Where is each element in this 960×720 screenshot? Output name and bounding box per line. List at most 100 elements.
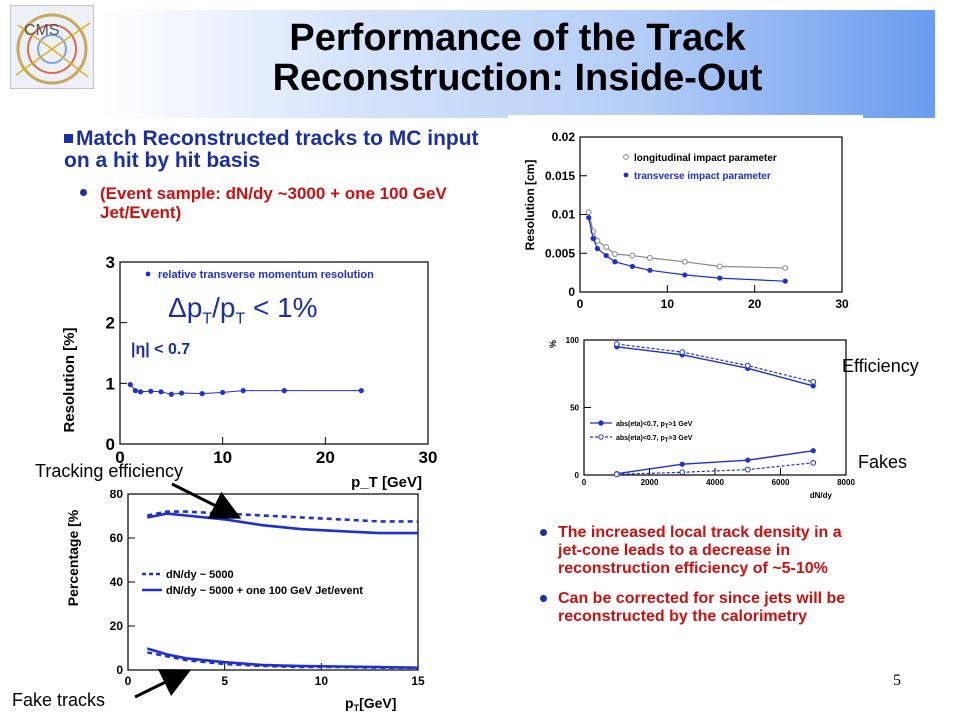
cms-logo-icon: CMS bbox=[10, 5, 94, 89]
data-point bbox=[158, 389, 164, 395]
efficiency-chart: 0 2000 4000 6000 8000 0 50 100 abs(eta)<0.7, pT>… bbox=[540, 330, 860, 500]
y-tick-label: 0 bbox=[116, 663, 123, 677]
y-tick-label: 0.01 bbox=[552, 208, 576, 222]
y-tick-label: 0.02 bbox=[552, 130, 576, 144]
data-point bbox=[647, 267, 653, 273]
bullet-dot-icon bbox=[80, 189, 87, 196]
y-axis-label: Resolution [%] bbox=[61, 328, 78, 433]
data-point bbox=[220, 389, 226, 396]
y-axis-label: Resolution [cm] bbox=[523, 160, 537, 251]
bullet-dot-icon bbox=[540, 595, 547, 602]
data-point bbox=[594, 246, 601, 252]
y-axis-label: Percentage [% bbox=[65, 509, 81, 606]
data-point bbox=[127, 381, 133, 388]
title-line-1: Performance of the Track bbox=[289, 17, 746, 59]
legend-tail: >3 GeV bbox=[669, 435, 693, 442]
x-tick-label: 5 bbox=[221, 674, 228, 688]
efficiency-label: Efficiency bbox=[842, 356, 919, 376]
data-point bbox=[744, 466, 751, 473]
legend-marker bbox=[145, 271, 151, 277]
data-point bbox=[137, 389, 144, 395]
x-tick-label: 10 bbox=[213, 448, 232, 467]
data-point bbox=[132, 388, 138, 394]
x-tick-label: 10 bbox=[661, 297, 675, 310]
y-tick-label: 1 bbox=[106, 374, 115, 393]
data-point bbox=[586, 215, 592, 221]
data-point bbox=[810, 459, 817, 466]
sub-bullet-text: (Event sample: dN/dy ~3000 + one 100 GeV… bbox=[100, 184, 447, 222]
data-point bbox=[179, 390, 185, 396]
note-text: Can be corrected for since jets will be … bbox=[558, 590, 846, 625]
efficiency-dashed-line bbox=[147, 510, 418, 523]
eta-annotation: |η| < 0.7 bbox=[131, 341, 191, 358]
x-tick-label: 30 bbox=[419, 448, 438, 467]
x-tick-label: 20 bbox=[316, 448, 335, 467]
data-point bbox=[199, 391, 205, 397]
data-point bbox=[810, 383, 816, 389]
x-axis-label: p_T [GeV] bbox=[351, 474, 422, 491]
data-point bbox=[744, 362, 751, 369]
legend-marker bbox=[598, 434, 604, 440]
legend-marker bbox=[623, 172, 629, 178]
plot-frame bbox=[119, 261, 429, 445]
y-tick-label: 60 bbox=[110, 531, 124, 545]
x-axis-tail: [GeV] bbox=[359, 695, 396, 711]
y-tick-label: 100 bbox=[566, 336, 580, 345]
percentage-chart: 0 5 10 15 0 20 40 60 80 dN/dy ~ 5000 dN/dy ~ 5000 … bbox=[60, 490, 430, 715]
legend-label: dN/dy ~ 5000 bbox=[166, 569, 234, 581]
x-tick-label: 10 bbox=[315, 674, 329, 688]
momentum-resolution-chart: 0 10 20 30 0 1 2 3 relative transverse momentum … bbox=[30, 250, 440, 495]
y-axis-label: % bbox=[548, 340, 558, 348]
data-point bbox=[629, 263, 635, 270]
main-bullet-text: Match Reconstructed tracks to MC input o… bbox=[64, 127, 479, 172]
x-tick-label: 0 bbox=[125, 674, 132, 688]
x-tick-label: 0 bbox=[577, 297, 584, 310]
x-tick-label: 20 bbox=[748, 297, 762, 310]
x-tick-label: 0 bbox=[115, 448, 124, 467]
fakes-pt3-line bbox=[616, 462, 814, 475]
data-point bbox=[613, 341, 620, 347]
sub-bullet: (Event sample: dN/dy ~3000 + one 100 GeV… bbox=[80, 184, 480, 222]
legend-marker bbox=[598, 420, 604, 426]
x-tick-label: 4000 bbox=[706, 478, 724, 487]
data-point bbox=[646, 255, 653, 261]
x-tick-label: 2000 bbox=[641, 478, 659, 487]
data-point bbox=[810, 378, 817, 385]
data-point bbox=[281, 388, 287, 394]
fakes-pt1-line bbox=[616, 450, 814, 475]
x-tick-label: 8000 bbox=[837, 478, 855, 487]
transverse-line bbox=[588, 217, 786, 282]
fake-tracks-label: Fake tracks bbox=[12, 690, 106, 710]
x-axis-sub: T bbox=[354, 703, 360, 713]
x-axis-label: dN/dy bbox=[810, 491, 833, 500]
data-point bbox=[682, 272, 688, 278]
data-point bbox=[612, 251, 618, 257]
data-point bbox=[716, 263, 723, 270]
data-point bbox=[679, 469, 686, 476]
data-point bbox=[681, 258, 688, 265]
y-tick-label: 0.005 bbox=[545, 246, 575, 260]
data-point bbox=[585, 209, 592, 216]
logo-text: CMS bbox=[24, 22, 60, 39]
main-bullet: Match Reconstructed tracks to MC input o… bbox=[64, 128, 504, 172]
data-point bbox=[148, 388, 154, 394]
legend-tail: >1 GeV bbox=[669, 421, 693, 428]
x-tick-label: 15 bbox=[411, 674, 425, 688]
page-title: Performance of the Track Reconstruction:… bbox=[100, 18, 935, 98]
y-tick-label: 80 bbox=[110, 490, 124, 501]
data-point bbox=[612, 259, 618, 265]
legend-label: transverse impact parameter bbox=[634, 171, 771, 182]
square-bullet-icon bbox=[64, 134, 73, 143]
legend-label: abs(eta)<0.7, pT>1 GeV bbox=[616, 421, 693, 430]
data-point bbox=[745, 457, 751, 463]
dpt-annotation: ΔpT/pT < 1% bbox=[168, 292, 318, 328]
note-item: Can be corrected for since jets will be … bbox=[540, 590, 860, 626]
data-point bbox=[679, 349, 686, 356]
y-tick-label: 0 bbox=[568, 285, 575, 299]
data-point bbox=[594, 237, 601, 244]
impact-parameter-chart: 0 10 20 30 0 0.005 0.01 0.015 0.02 longitudinal i… bbox=[508, 115, 863, 310]
x-axis-label: pT[GeV] bbox=[345, 695, 396, 713]
data-point bbox=[782, 278, 788, 284]
efficiency-pt3-line bbox=[616, 343, 814, 383]
fakes-solid-line bbox=[146, 647, 419, 669]
